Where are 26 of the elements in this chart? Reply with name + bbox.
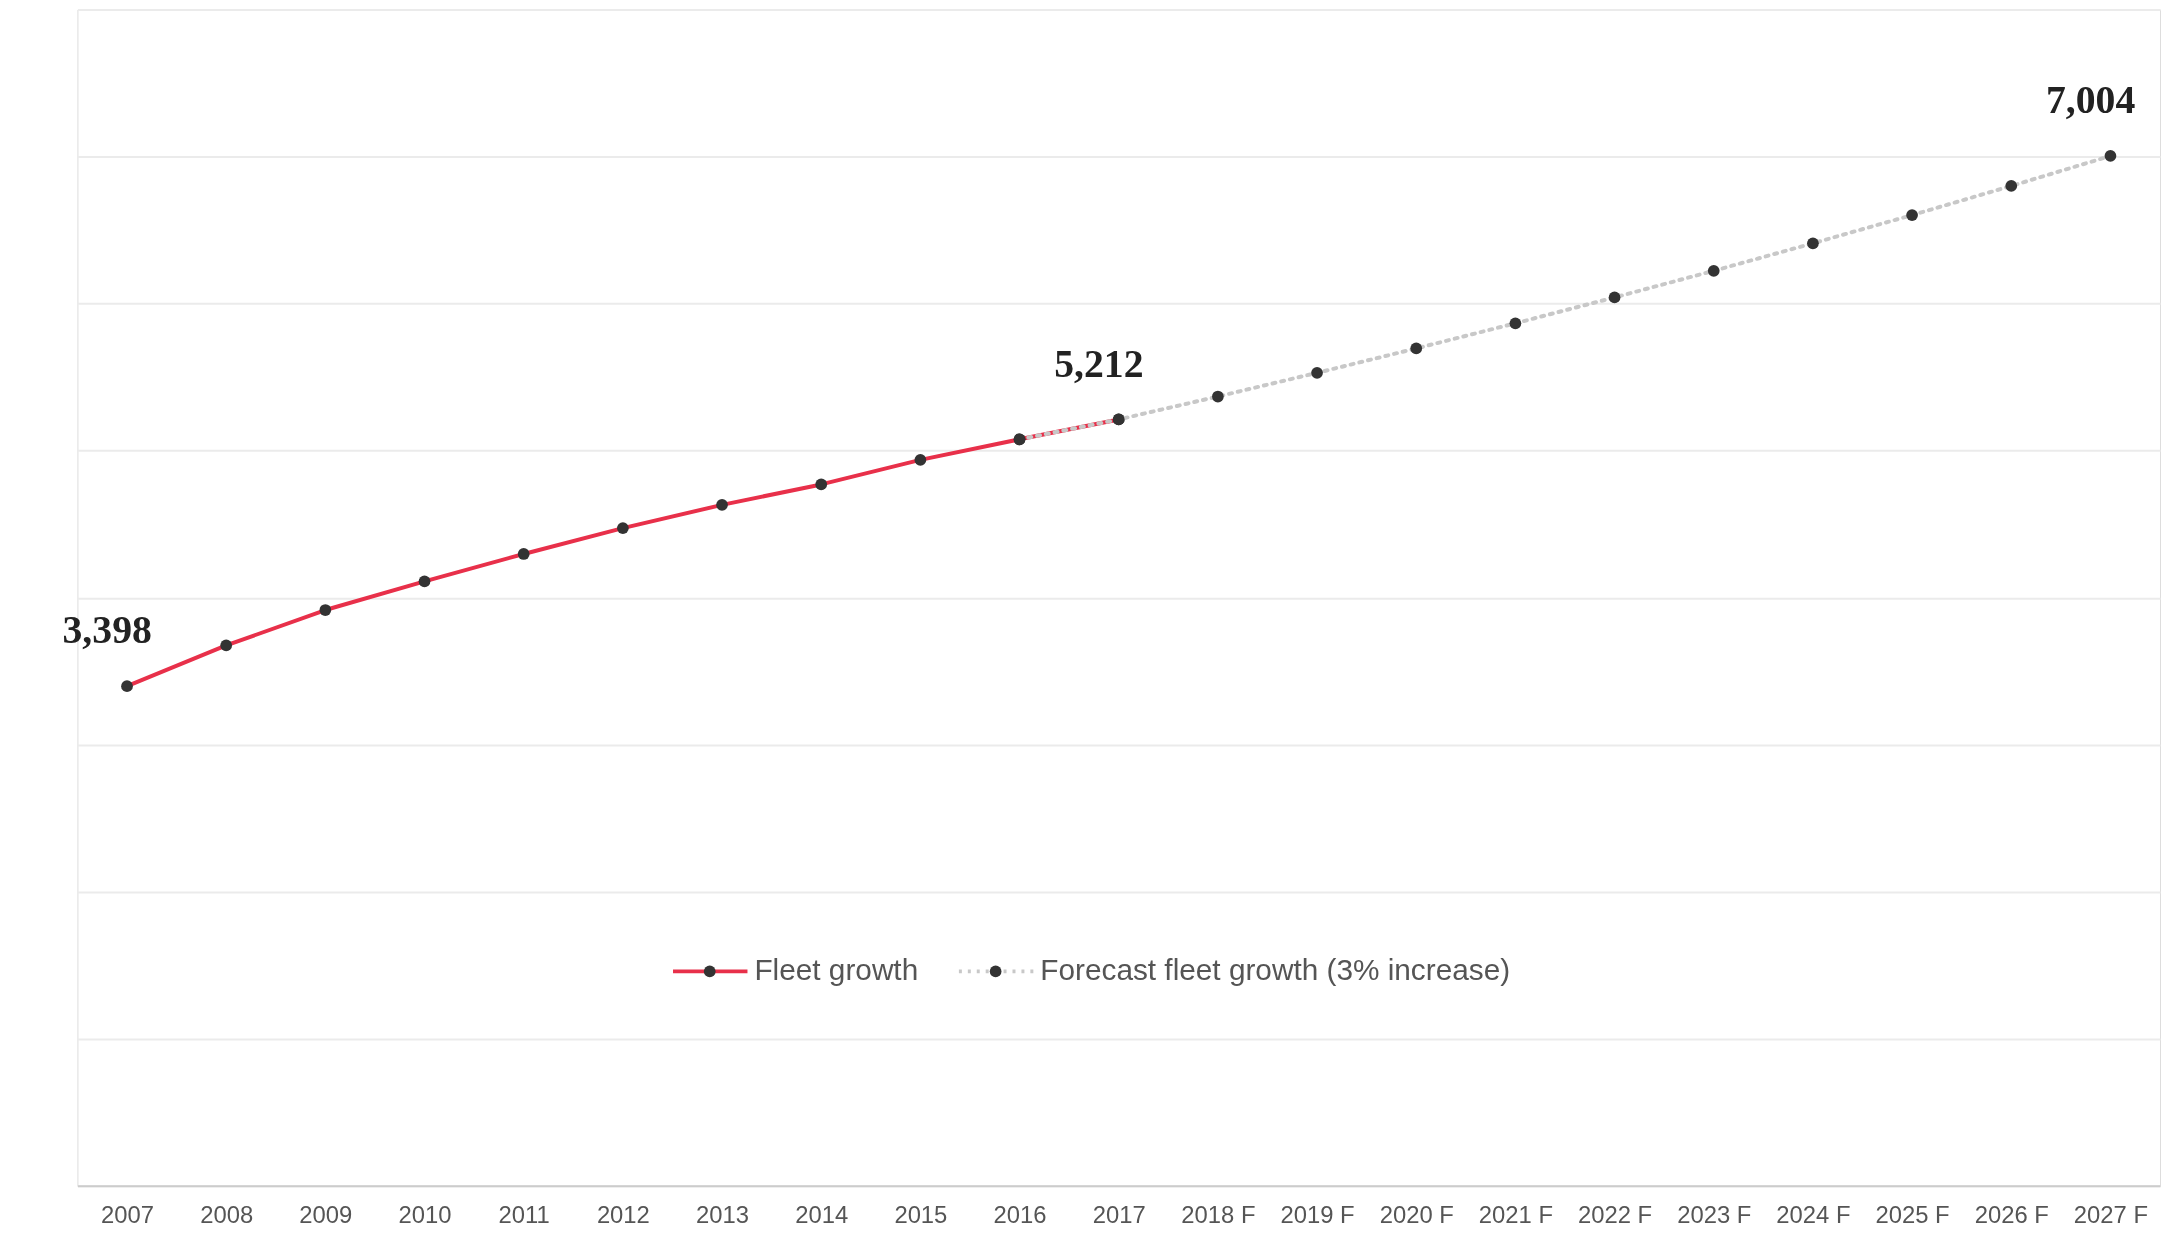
x-tick-label: 2018 F bbox=[1181, 1201, 1256, 1229]
x-tick-label: 2012 bbox=[596, 1201, 650, 1229]
x-tick-label: 2009 bbox=[299, 1201, 353, 1229]
x-tick-label: 2025 F bbox=[1875, 1201, 1950, 1229]
x-tick-label: 2026 F bbox=[1974, 1201, 2049, 1229]
data-label: 7,004 bbox=[2045, 78, 2136, 123]
legend-label: Fleet growth bbox=[754, 953, 919, 987]
x-tick-label: 2017 bbox=[1092, 1201, 1146, 1229]
x-tick-label: 2024 F bbox=[1776, 1201, 1851, 1229]
data-label: 3,398 bbox=[62, 608, 152, 653]
x-tick-label: 2010 bbox=[398, 1201, 452, 1229]
x-tick-label: 2021 F bbox=[1478, 1201, 1553, 1229]
x-tick-label: 2014 bbox=[795, 1201, 849, 1229]
x-tick-label: 2013 bbox=[696, 1201, 750, 1229]
legend-label: Forecast fleet growth (3% increase) bbox=[1040, 953, 1511, 987]
x-tick-label: 2023 F bbox=[1677, 1201, 1752, 1229]
x-tick-label: 2008 bbox=[200, 1201, 254, 1229]
x-tick-label: 2019 F bbox=[1280, 1201, 1355, 1229]
data-label: 5,212 bbox=[1054, 341, 1144, 386]
x-tick-label: 2016 bbox=[993, 1201, 1047, 1229]
x-tick-label: 2022 F bbox=[1578, 1201, 1653, 1229]
x-tick-label: 2011 bbox=[498, 1201, 550, 1229]
x-tick-label: 2027 F bbox=[2073, 1201, 2148, 1229]
x-tick-label: 2020 F bbox=[1379, 1201, 1454, 1229]
x-tick-label: 2007 bbox=[101, 1201, 154, 1229]
x-tick-label: 2015 bbox=[894, 1201, 948, 1229]
